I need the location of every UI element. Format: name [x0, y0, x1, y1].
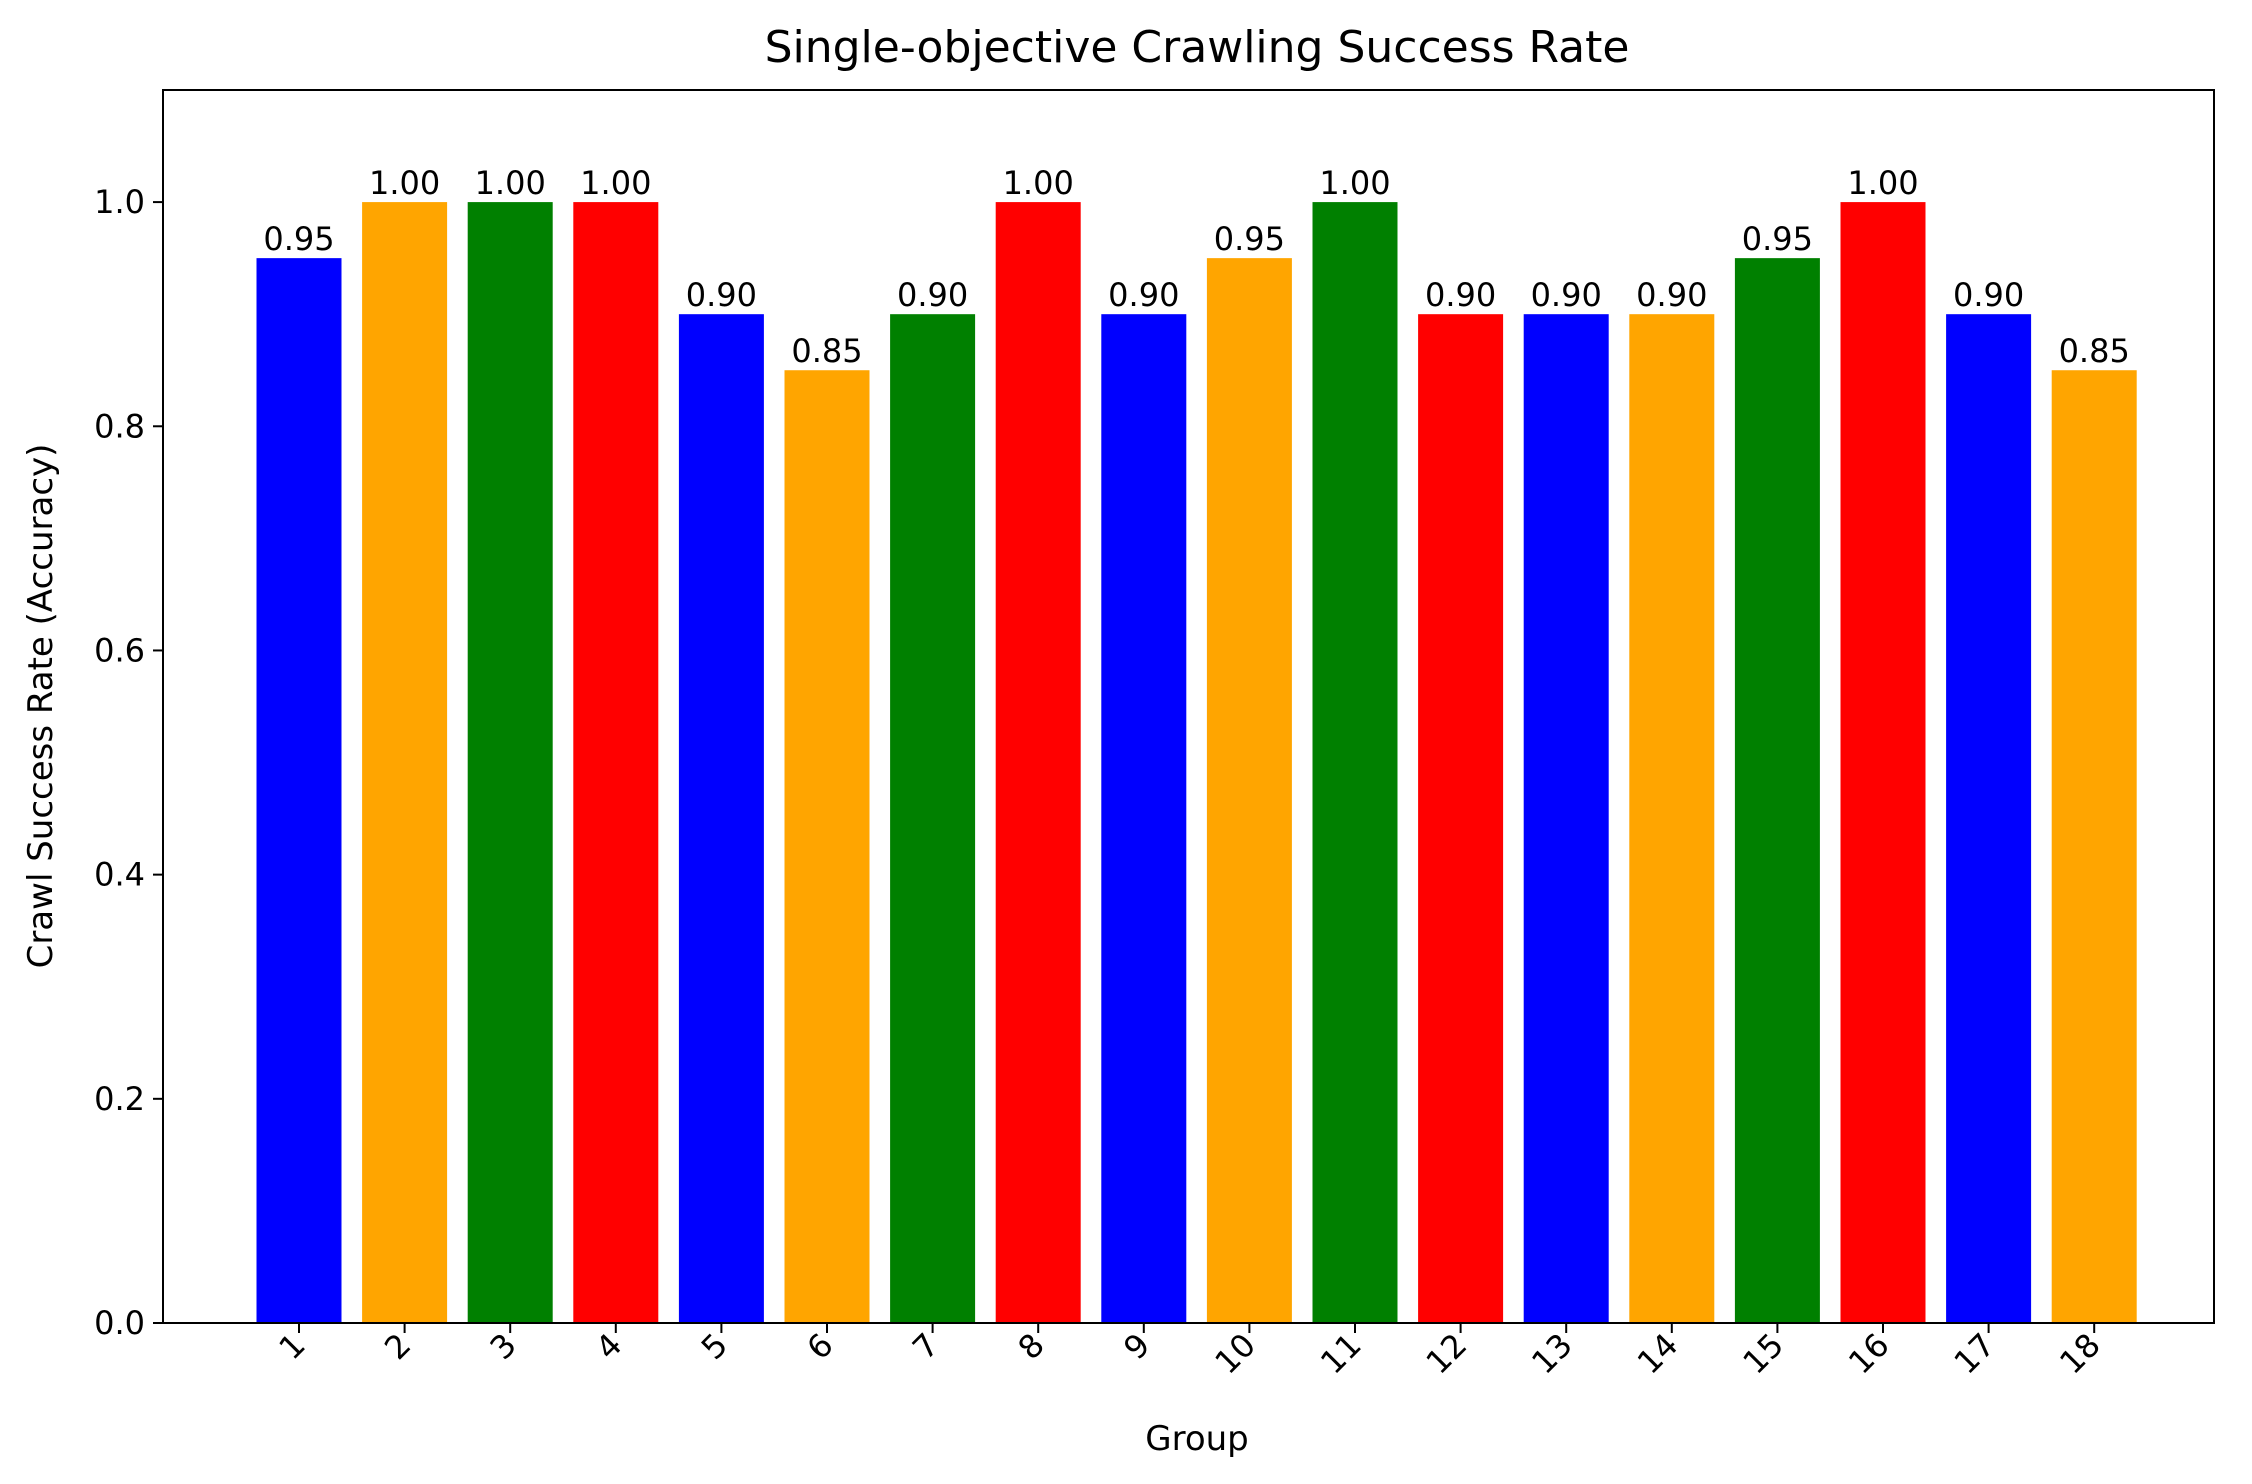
bar-5 — [678, 314, 764, 1323]
y-tick-label: 0.2 — [94, 1080, 145, 1118]
y-tick-label: 1.0 — [94, 183, 145, 221]
bar-15 — [1734, 258, 1820, 1323]
bar-13 — [1523, 314, 1609, 1323]
y-axis-label: Crawl Success Rate (Accuracy) — [21, 444, 61, 969]
bar-value-label: 0.95 — [1214, 220, 1285, 258]
x-tick-label: 18 — [2052, 1326, 2108, 1382]
x-axis-label: Group — [1145, 1419, 1249, 1459]
bars-group — [256, 202, 2137, 1323]
bar-3 — [467, 202, 553, 1323]
bar-value-label: 0.85 — [791, 332, 862, 370]
bar-value-label: 1.00 — [1847, 164, 1918, 202]
bar-2 — [362, 202, 448, 1323]
x-tick-label: 10 — [1207, 1326, 1263, 1382]
bar-value-label: 0.90 — [686, 276, 757, 314]
bar-value-label: 1.00 — [475, 164, 546, 202]
bar-16 — [1840, 202, 1926, 1323]
bar-value-label: 0.90 — [1636, 276, 1707, 314]
bar-14 — [1629, 314, 1715, 1323]
bar-4 — [573, 202, 659, 1323]
bar-labels-group: 0.95 1.00 1.00 1.00 0.90 0.85 0.90 1.00 0.90 0.95… — [263, 164, 2129, 370]
bar-12 — [1418, 314, 1504, 1323]
y-tick-label: 0.4 — [94, 856, 145, 894]
bar-10 — [1206, 258, 1292, 1323]
bar-value-label: 0.90 — [1108, 276, 1179, 314]
bar-value-label: 0.90 — [897, 276, 968, 314]
bar-11 — [1312, 202, 1398, 1323]
x-tick-label: 15 — [1735, 1326, 1791, 1382]
bar-value-label: 0.85 — [2059, 332, 2130, 370]
bar-1 — [256, 258, 342, 1323]
bar-value-label: 1.00 — [1003, 164, 1074, 202]
bar-value-label: 1.00 — [580, 164, 651, 202]
y-tick-label: 0.0 — [94, 1304, 145, 1342]
x-tick-label: 1 — [271, 1326, 312, 1367]
x-tick-label: 17 — [1947, 1326, 2003, 1382]
x-tick-label: 9 — [1116, 1326, 1157, 1367]
bar-18 — [2051, 370, 2137, 1323]
x-tick-label: 3 — [483, 1326, 524, 1367]
bar-value-label: 0.95 — [263, 220, 334, 258]
plot-frame — [162, 89, 2215, 1324]
x-tick-label: 6 — [799, 1326, 840, 1367]
bar-value-label: 1.00 — [1319, 164, 1390, 202]
x-tick-label: 16 — [1841, 1326, 1897, 1382]
x-tick-label: 5 — [694, 1326, 735, 1367]
bar-value-label: 0.95 — [1742, 220, 1813, 258]
x-tick-label: 2 — [377, 1326, 418, 1367]
bar-8 — [995, 202, 1081, 1323]
x-tick-label: 4 — [588, 1326, 629, 1367]
chart-title: Single-objective Crawling Success Rate — [765, 22, 1630, 73]
x-tick-label: 12 — [1419, 1326, 1475, 1382]
x-tick-label: 13 — [1524, 1326, 1580, 1382]
bar-value-label: 0.90 — [1953, 276, 2024, 314]
bar-value-label: 1.00 — [369, 164, 440, 202]
bar-17 — [1946, 314, 2032, 1323]
y-axis: 0.0 0.2 0.4 0.6 0.8 1.0 — [94, 183, 163, 1342]
y-tick-label: 0.8 — [94, 407, 145, 445]
x-tick-label: 14 — [1630, 1326, 1686, 1382]
bar-7 — [890, 314, 976, 1323]
x-axis: 1 2 3 4 5 6 7 8 9 10 11 12 13 14 15 16 17 18 — [271, 1323, 2108, 1382]
x-tick-label: 11 — [1313, 1326, 1369, 1382]
bar-value-label: 0.90 — [1531, 276, 1602, 314]
x-tick-label: 8 — [1011, 1326, 1052, 1367]
y-tick-label: 0.6 — [94, 631, 145, 669]
x-tick-label: 7 — [905, 1326, 946, 1367]
bar-6 — [784, 370, 870, 1323]
bar-value-label: 0.90 — [1425, 276, 1496, 314]
bar-9 — [1101, 314, 1187, 1323]
